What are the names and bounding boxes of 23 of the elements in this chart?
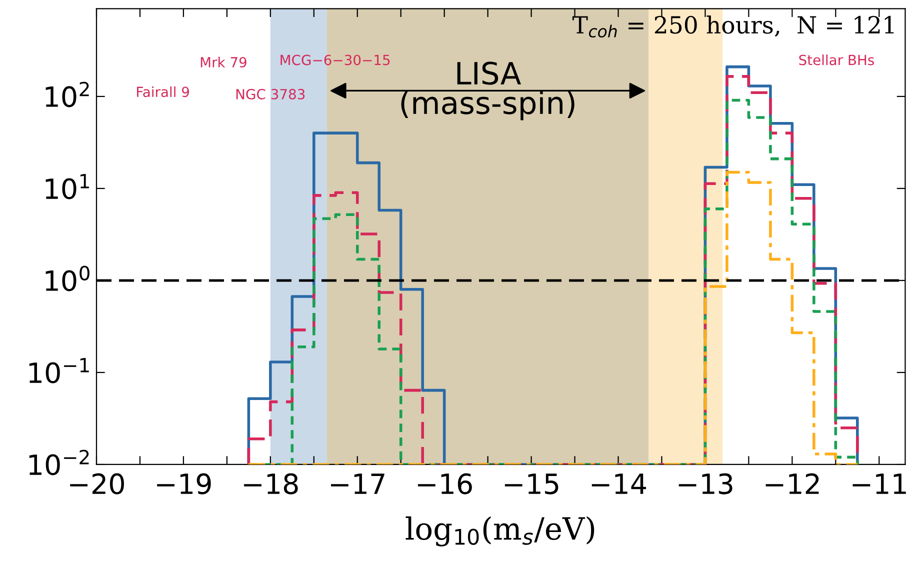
x-tick-label: −17 [331, 474, 384, 494]
y-tick-label: 10$^{1}$ [46, 174, 89, 200]
x-tick-label: −20 [70, 473, 124, 494]
annotation: Stellar BHs [799, 54, 874, 66]
y-tick-label: 10$^{−1}$ [29, 358, 89, 384]
annotation: T$_{coh}$ = 250 hours, N = 121 [572, 15, 894, 38]
x-tick-label: −13 [678, 473, 732, 494]
x-tick-label: −12 [766, 473, 819, 494]
y-tick-label: 10$^{2}$ [46, 82, 89, 108]
x-axis-title: log$_{10}$(m$_{s}$/eV) [406, 516, 594, 546]
y-tick-label: 10$^{0}$ [46, 266, 90, 292]
annotation: MCG−6−30−15 [280, 54, 390, 66]
x-tick-label: −11 [852, 474, 906, 494]
x-tick-label: −16 [418, 473, 472, 494]
x-tick-label: −15 [504, 474, 558, 494]
x-tick-label: −19 [157, 473, 211, 494]
annotation: Mrk 79 [200, 56, 246, 68]
y-tick-label: 10$^{−2}$ [29, 450, 89, 476]
x-tick-label: −14 [592, 474, 646, 494]
x-tick-label: −18 [244, 473, 298, 494]
annotation: Fairall 9 [137, 86, 189, 98]
band-label: LISA (mass-spin) [401, 62, 574, 120]
annotation: NGC 3783 [236, 88, 305, 100]
